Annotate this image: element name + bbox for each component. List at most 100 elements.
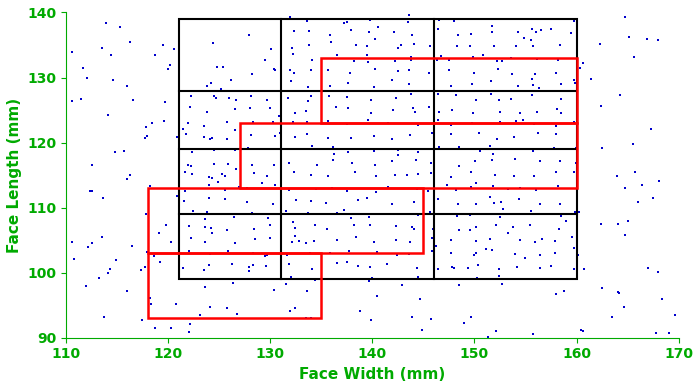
Point <box>363 29 374 35</box>
Point <box>322 118 333 124</box>
Point <box>369 84 380 90</box>
Point <box>652 37 664 43</box>
Point <box>387 107 398 113</box>
Point <box>204 262 215 268</box>
Point <box>669 312 680 319</box>
Point <box>246 210 257 216</box>
Point <box>125 172 136 178</box>
Point <box>304 249 315 256</box>
Point <box>408 226 419 232</box>
Point <box>321 226 332 232</box>
Point <box>392 152 403 158</box>
Point <box>136 267 147 273</box>
Point <box>566 30 577 37</box>
Point <box>426 170 437 176</box>
Point <box>534 201 545 207</box>
Point <box>450 187 461 193</box>
Point <box>211 64 223 70</box>
Point <box>302 288 313 294</box>
Point <box>242 145 253 151</box>
Point <box>646 126 657 132</box>
Point <box>383 120 394 126</box>
Point <box>466 31 477 37</box>
Point <box>206 175 218 181</box>
Point <box>247 162 258 168</box>
Point <box>285 146 296 152</box>
Point <box>528 173 540 179</box>
Point <box>481 246 492 252</box>
Point <box>570 160 582 166</box>
Point <box>486 91 497 97</box>
Point <box>220 186 231 193</box>
Point <box>228 214 239 221</box>
Point <box>352 263 363 270</box>
Point <box>656 296 667 302</box>
Point <box>81 75 92 81</box>
Point <box>352 197 363 203</box>
Point <box>348 222 359 228</box>
Point <box>404 81 415 88</box>
Point <box>491 136 503 142</box>
Point <box>473 130 484 137</box>
Point <box>288 119 299 125</box>
Point <box>386 136 397 142</box>
Point <box>412 274 423 280</box>
Point <box>66 238 78 245</box>
Point <box>199 123 210 130</box>
Point <box>86 188 97 194</box>
Point <box>526 91 538 98</box>
Point <box>274 113 285 119</box>
Point <box>465 169 476 175</box>
Point <box>346 135 357 141</box>
Point <box>368 148 379 154</box>
Point <box>445 251 456 257</box>
Point <box>349 169 360 175</box>
Point <box>160 99 171 105</box>
Point <box>342 188 353 194</box>
Point <box>301 119 312 125</box>
Point <box>331 210 342 216</box>
Point <box>246 71 258 77</box>
Point <box>525 208 536 214</box>
Point <box>361 52 372 58</box>
Point <box>650 329 662 336</box>
Point <box>519 256 531 262</box>
Point <box>280 208 291 214</box>
Point <box>404 239 415 245</box>
Point <box>183 162 194 168</box>
Point <box>470 224 482 230</box>
Point <box>551 106 562 112</box>
Point <box>221 119 232 125</box>
Point <box>466 120 477 126</box>
Point <box>324 32 335 39</box>
Bar <box>148 253 321 318</box>
Point <box>568 77 580 83</box>
Point <box>66 98 78 104</box>
Point <box>309 238 320 244</box>
Point <box>628 53 639 60</box>
Point <box>423 104 434 110</box>
Point <box>470 158 481 164</box>
Point <box>269 162 280 168</box>
Point <box>628 141 639 147</box>
Point <box>332 237 343 243</box>
Point <box>275 130 286 136</box>
Point <box>452 212 463 219</box>
Point <box>183 248 195 254</box>
Point <box>284 186 295 193</box>
Point <box>288 168 300 175</box>
Point <box>182 120 193 126</box>
Point <box>643 265 654 271</box>
Point <box>97 44 108 51</box>
Point <box>442 182 453 188</box>
Point <box>204 174 215 180</box>
Point <box>596 144 608 151</box>
Point <box>528 121 540 128</box>
Point <box>265 46 276 52</box>
Point <box>261 145 272 152</box>
Point <box>386 158 398 164</box>
Point <box>470 238 481 244</box>
Point <box>368 133 379 139</box>
Point <box>470 201 482 207</box>
Point <box>535 251 546 258</box>
